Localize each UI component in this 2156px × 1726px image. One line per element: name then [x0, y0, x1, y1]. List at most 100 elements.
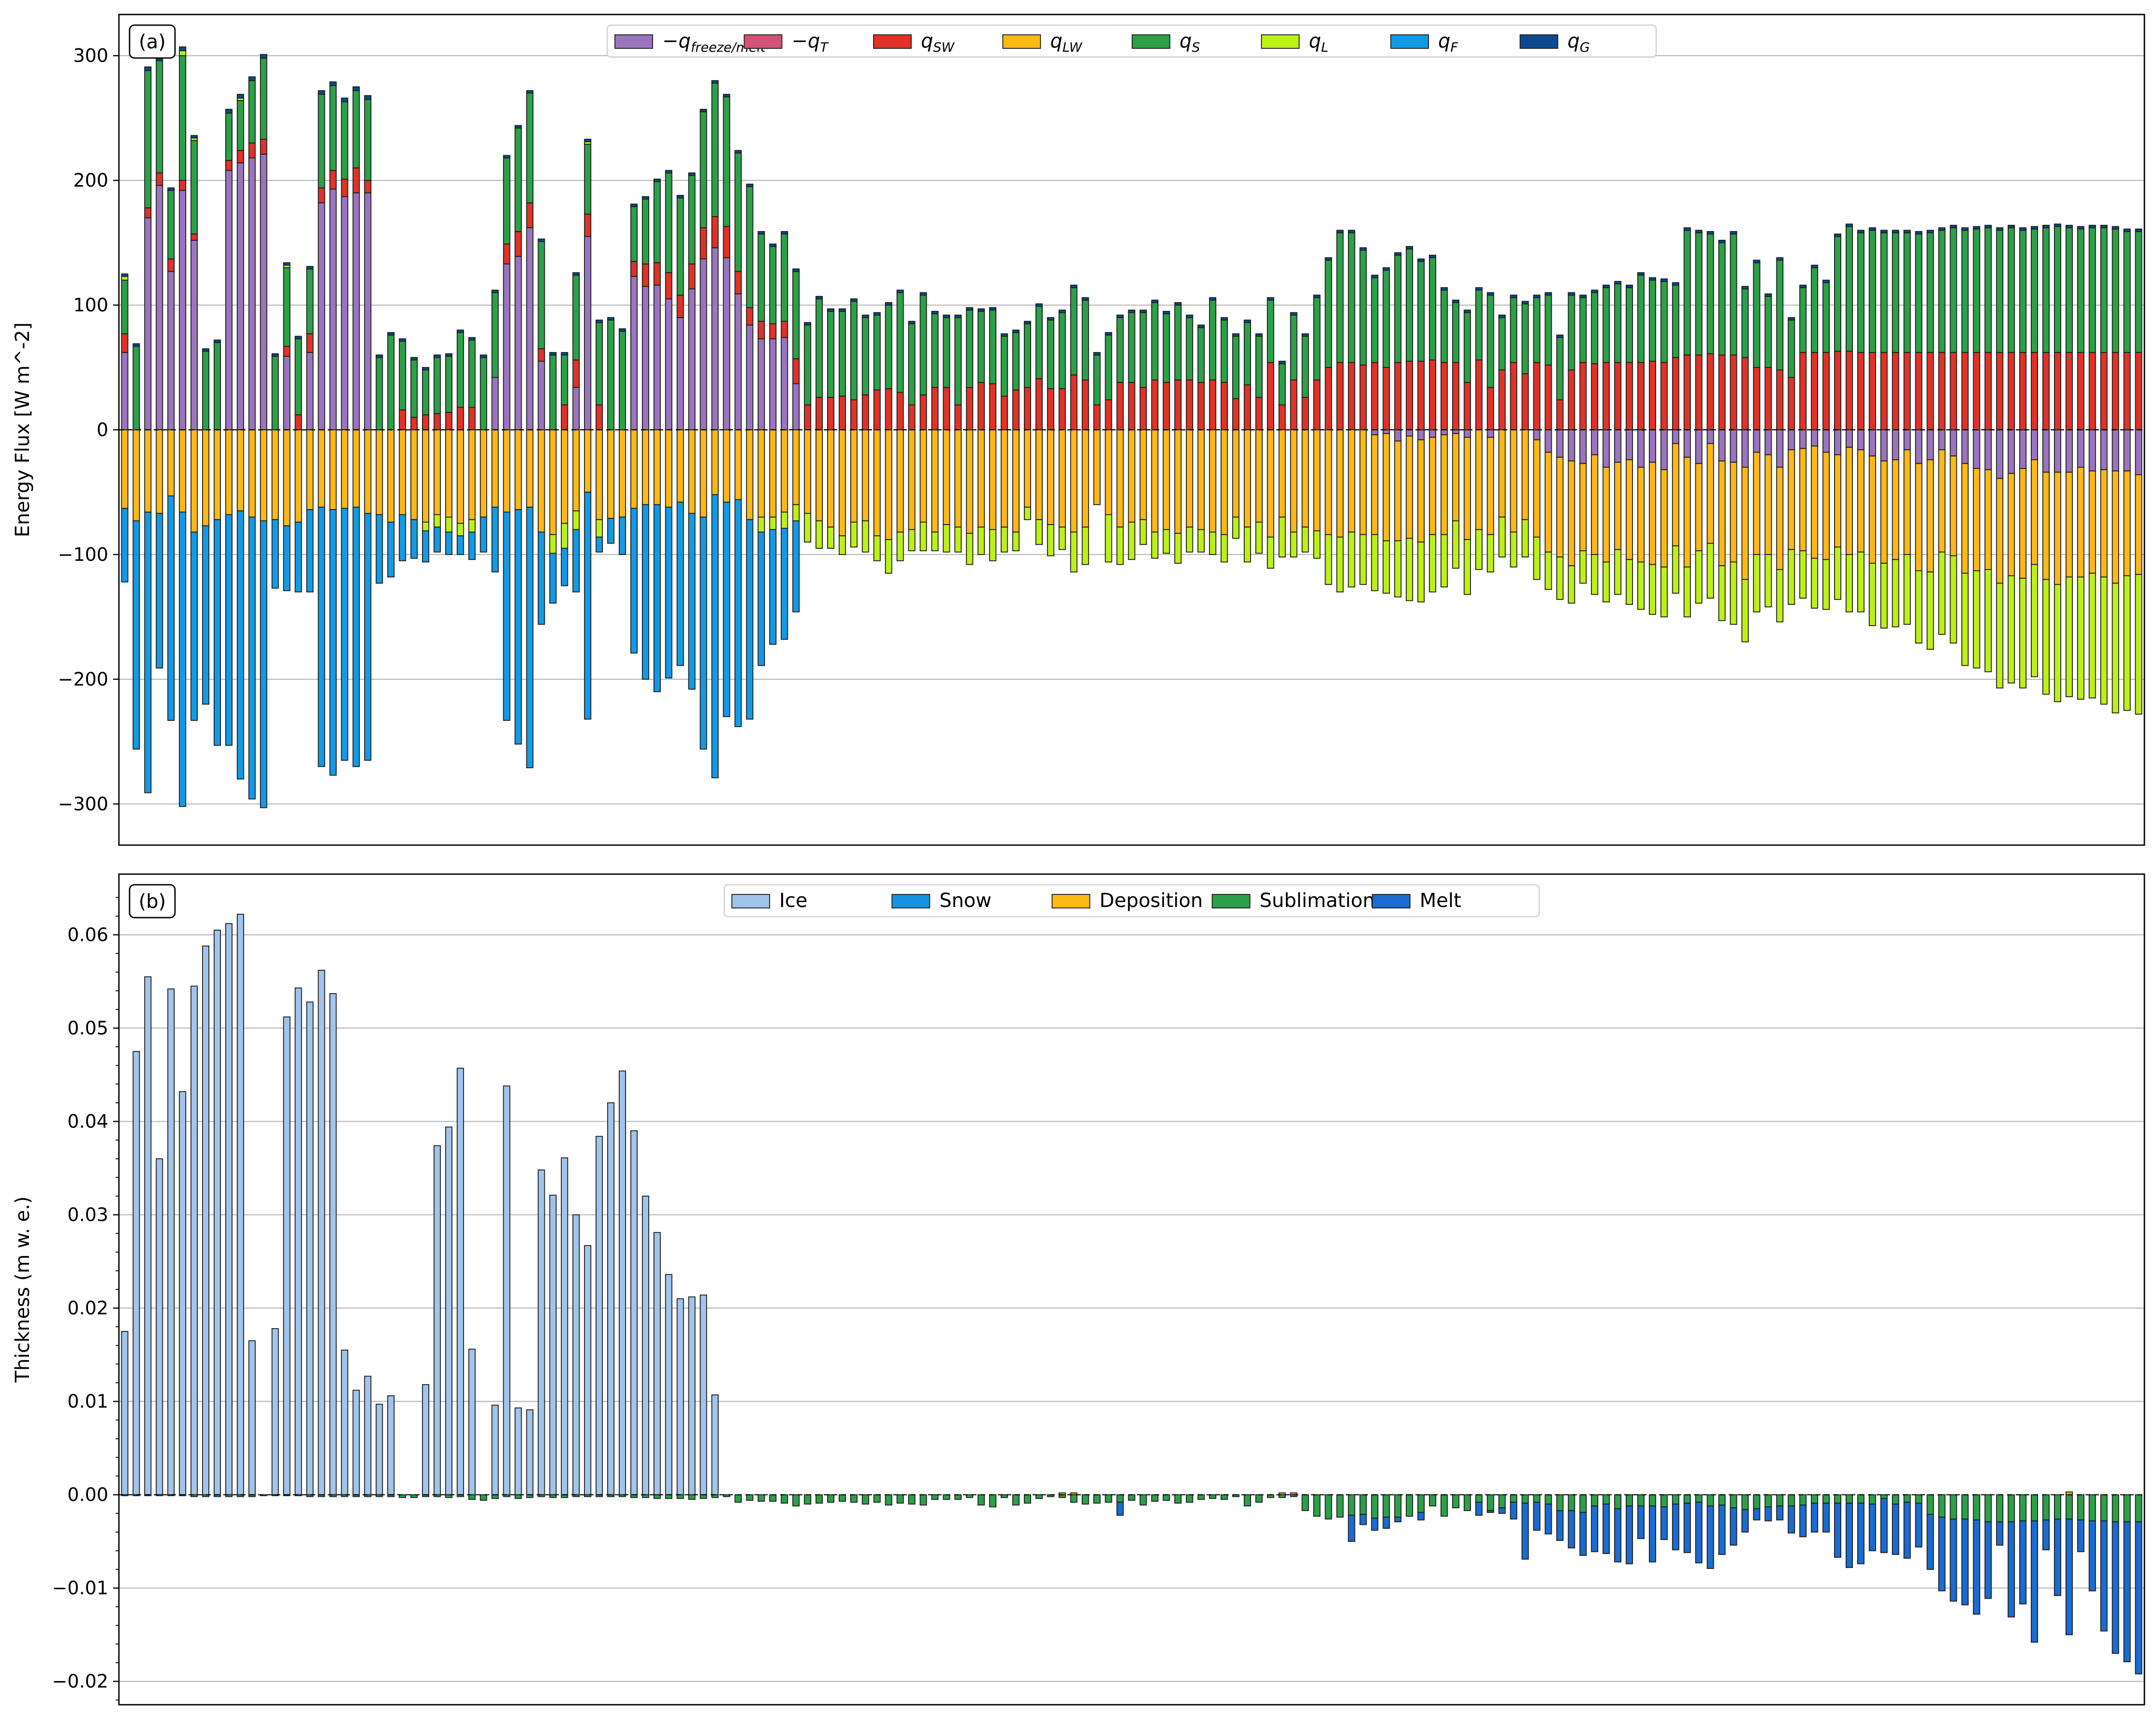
legend: Ice Snow Deposition Sublimation Melt	[723, 884, 1540, 918]
bar-segment	[190, 234, 198, 241]
bar-segment	[1556, 456, 1564, 558]
bar-segment	[1394, 362, 1402, 430]
bar-segment	[1325, 534, 1332, 585]
bar-segment	[1209, 379, 1217, 430]
bar-segment	[352, 1390, 360, 1495]
bar-segment	[1521, 303, 1529, 374]
bar-segment	[1822, 559, 1830, 610]
bar-segment	[1417, 439, 1425, 543]
bar-segment	[1081, 299, 1089, 380]
bar-segment	[641, 504, 649, 680]
bar-segment	[2088, 225, 2096, 229]
bar-segment	[572, 1214, 580, 1495]
bar-segment	[723, 96, 730, 227]
bar-segment	[538, 238, 545, 242]
bar-segment	[1903, 1494, 1911, 1503]
bar-segment	[1764, 296, 1772, 368]
bar-segment	[1383, 367, 1390, 430]
bar-segment	[1672, 1494, 1679, 1505]
bar-segment	[456, 429, 464, 524]
bar-segment	[769, 516, 777, 530]
bar-segment	[1243, 384, 1251, 430]
bar-segment	[1440, 362, 1448, 430]
bar-segment	[1151, 379, 1159, 430]
bar-segment	[1510, 531, 1517, 568]
bar-segment	[364, 429, 372, 514]
bar-segment	[2031, 226, 2039, 230]
bar-segment	[1498, 314, 1506, 318]
bar-segment	[1394, 540, 1402, 598]
bar-segment	[919, 292, 927, 296]
bar-segment	[1163, 529, 1170, 554]
bar-segment	[746, 1494, 754, 1501]
bar-segment	[225, 514, 233, 746]
bar-segment	[885, 429, 892, 540]
bar-segment	[723, 1494, 730, 1497]
bar-segment	[596, 404, 603, 430]
bar-segment	[445, 1494, 452, 1498]
bar-segment	[1544, 1494, 1552, 1505]
bar-segment	[653, 429, 661, 505]
legend-label: −qT	[792, 30, 830, 55]
bar-segment	[214, 339, 221, 343]
bar-segment	[1510, 297, 1517, 363]
bar-segment	[1764, 454, 1772, 555]
bar-segment	[1683, 456, 1691, 568]
bar-segment	[1834, 429, 1841, 455]
bar-segment	[1660, 1506, 1668, 1540]
bar-segment	[248, 157, 256, 430]
bar-segment	[1730, 561, 1737, 625]
bar-segment	[1359, 1494, 1367, 1515]
bar-segment	[1001, 333, 1008, 337]
bar-segment	[1776, 369, 1784, 430]
bar-segment	[619, 328, 626, 332]
bar-segment	[1417, 541, 1425, 602]
bar-segment	[1579, 1512, 1587, 1556]
bar-segment	[1591, 1494, 1599, 1507]
bar-segment	[1486, 387, 1494, 430]
bar-segment	[1626, 559, 1633, 605]
bar-segment	[584, 492, 592, 720]
bar-segment	[1984, 569, 1992, 673]
bar-segment	[977, 429, 985, 528]
bar-segment	[1822, 1494, 1830, 1504]
bar-segment	[1278, 404, 1286, 430]
bar-segment	[1683, 227, 1691, 231]
bar-segment	[1648, 429, 1656, 463]
legend-swatch	[731, 894, 770, 908]
bar-segment	[294, 414, 302, 430]
bar-segment	[1915, 1503, 1923, 1548]
bar-segment	[526, 429, 534, 508]
bar-segment	[734, 1494, 742, 1503]
bar-segment	[260, 139, 267, 155]
bar-segment	[572, 529, 580, 593]
bar-segment	[1452, 1494, 1459, 1508]
bar-segment	[896, 531, 904, 561]
bar-segment	[1510, 1494, 1517, 1503]
bar-segment	[549, 553, 557, 604]
bar-segment	[1232, 398, 1239, 430]
bar-segment	[630, 206, 638, 262]
bar-segment	[526, 92, 534, 204]
bar-segment	[1602, 362, 1610, 430]
bar-segment	[1591, 363, 1599, 430]
bar-segment	[1533, 536, 1541, 580]
bar-segment	[1429, 359, 1436, 430]
bar-segment	[202, 348, 210, 352]
legend-label: qL	[1309, 30, 1328, 55]
bar-segment	[1243, 527, 1251, 563]
bar-segment	[1116, 527, 1124, 565]
bar-segment	[1325, 367, 1332, 430]
bar-segment	[1880, 230, 1888, 234]
bar-segment	[179, 55, 187, 181]
bar-segment	[1591, 290, 1599, 293]
bar-segment	[1764, 554, 1772, 608]
bar-segment	[1128, 1494, 1136, 1501]
bar-segment	[468, 531, 476, 560]
bar-segment	[1961, 230, 1969, 353]
bar-segment	[306, 429, 314, 510]
bar-segment	[769, 243, 777, 247]
legend-label: qF	[1438, 30, 1458, 55]
bar-segment	[1359, 429, 1367, 535]
bar-segment	[399, 429, 407, 515]
